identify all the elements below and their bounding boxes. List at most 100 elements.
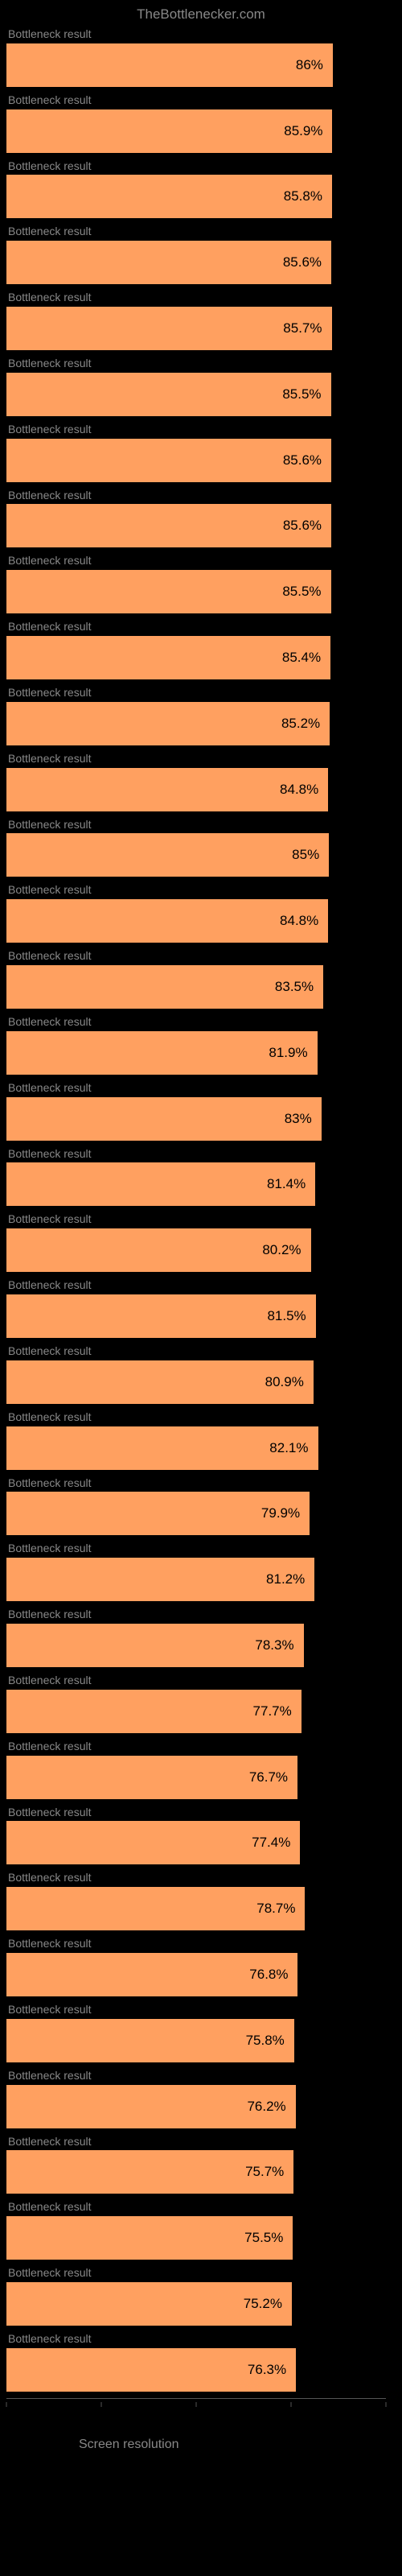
- bar-container: 81.4%: [6, 1162, 386, 1206]
- bar-value: 86%: [296, 57, 323, 73]
- bar-value: 81.4%: [267, 1176, 306, 1192]
- row-label: Bottleneck result: [6, 1937, 386, 1951]
- bar-value: 78.7%: [256, 1901, 295, 1917]
- chart-row: Bottleneck result 81.4%: [6, 1147, 386, 1207]
- axis-tick: [291, 2402, 292, 2409]
- bar-container: 81.2%: [6, 1558, 386, 1601]
- bar-container: 85.7%: [6, 307, 386, 350]
- bar-value: 85.5%: [282, 584, 321, 600]
- chart-row: Bottleneck result76.8%: [6, 1937, 386, 1996]
- chart-row: Bottleneck result 85.4%: [6, 620, 386, 679]
- bar: 80.9%: [6, 1360, 314, 1404]
- bar-value: 81.5%: [267, 1308, 306, 1324]
- bar-container: 85.4%: [6, 636, 386, 679]
- bar: 80.2%: [6, 1228, 311, 1272]
- chart-row: Bottleneck result 83.5%: [6, 949, 386, 1009]
- chart-row: Bottleneck result77.4%: [6, 1806, 386, 1865]
- tick-line: [291, 2402, 292, 2407]
- bar-container: 83.5%: [6, 965, 386, 1009]
- chart-row: Bottleneck result75.5%: [6, 2200, 386, 2260]
- bar-value: 76.3%: [248, 2362, 286, 2378]
- bar-value: 84.8%: [280, 913, 318, 929]
- bar-container: 85.2%: [6, 702, 386, 745]
- chart-row: Bottleneck result 77.7%: [6, 1674, 386, 1733]
- bar-container: 85.6%: [6, 439, 386, 482]
- bar-value: 81.2%: [266, 1571, 305, 1587]
- bar: 78.3%: [6, 1624, 304, 1667]
- bar-container: 85.8%: [6, 175, 386, 218]
- bar: 85.6%: [6, 439, 331, 482]
- row-label: Bottleneck result: [6, 1410, 386, 1424]
- bar: 85.4%: [6, 636, 330, 679]
- bar: 85.6%: [6, 241, 331, 284]
- row-label: Bottleneck result: [6, 686, 386, 700]
- bar: 81.2%: [6, 1558, 314, 1601]
- bar-container: 80.2%: [6, 1228, 386, 1272]
- chart-row: Bottleneck result75.8%: [6, 2003, 386, 2062]
- chart-row: Bottleneck result85.7%: [6, 291, 386, 350]
- bar-value: 85.6%: [283, 518, 322, 534]
- chart-row: Bottleneck result85.6%: [6, 225, 386, 284]
- tick-line: [386, 2402, 387, 2407]
- bar-container: 84.8%: [6, 899, 386, 943]
- row-label: Bottleneck result: [6, 1344, 386, 1358]
- bar-container: 77.7%: [6, 1690, 386, 1733]
- axis-tick: [386, 2402, 387, 2409]
- row-label: Bottleneck result: [6, 2266, 386, 2280]
- bar: 84.8%: [6, 768, 328, 811]
- bar-value: 77.4%: [252, 1835, 290, 1851]
- bar-value: 76.7%: [249, 1769, 288, 1785]
- bar-value: 85%: [292, 847, 319, 863]
- bar: 85.5%: [6, 570, 331, 613]
- bar-container: 76.2%: [6, 2085, 386, 2128]
- row-label: Bottleneck result: [6, 1278, 386, 1292]
- chart-row: Bottleneck result80.2%: [6, 1212, 386, 1272]
- row-label: Bottleneck result: [6, 1147, 386, 1161]
- bar-value: 83%: [285, 1111, 312, 1127]
- chart-row: Bottleneck result 75.7%: [6, 2135, 386, 2194]
- bar: 83.5%: [6, 965, 323, 1009]
- tick-line: [6, 2402, 7, 2407]
- axis-tick: [6, 2402, 7, 2409]
- chart-row: Bottleneck result78.7%: [6, 1871, 386, 1930]
- row-label: Bottleneck result: [6, 949, 386, 963]
- x-axis-title: Screen resolution: [6, 2438, 386, 2452]
- bar-value: 75.5%: [244, 2230, 283, 2246]
- bar: 76.2%: [6, 2085, 296, 2128]
- chart-row: Bottleneck result76.2%: [6, 2069, 386, 2128]
- bar-container: 77.4%: [6, 1821, 386, 1864]
- bar-container: 86%: [6, 43, 386, 87]
- chart-row: Bottleneck result 81.5%: [6, 1278, 386, 1338]
- bar: 75.7%: [6, 2150, 293, 2194]
- bar-value: 84.8%: [280, 782, 318, 798]
- row-label: Bottleneck result: [6, 1608, 386, 1621]
- row-label: Bottleneck result: [6, 883, 386, 897]
- chart-row: Bottleneck result 78.3%: [6, 1608, 386, 1667]
- bar-container: 82.1%: [6, 1426, 386, 1470]
- bar-container: 75.2%: [6, 2282, 386, 2326]
- row-label: Bottleneck result: [6, 159, 386, 173]
- bar: 79.9%: [6, 1492, 310, 1535]
- row-label: Bottleneck result: [6, 27, 386, 41]
- chart-row: Bottleneck result81.2%: [6, 1542, 386, 1601]
- tick-line: [101, 2402, 102, 2407]
- bar-value: 85.2%: [281, 716, 320, 732]
- chart-row: Bottleneck result 85.9%: [6, 93, 386, 153]
- bar-value: 75.7%: [245, 2164, 284, 2180]
- row-label: Bottleneck result: [6, 2135, 386, 2149]
- row-label: Bottleneck result: [6, 1674, 386, 1687]
- bar-container: 80.9%: [6, 1360, 386, 1404]
- bar-value: 85.9%: [284, 123, 322, 139]
- row-label: Bottleneck result: [6, 93, 386, 107]
- bar-chart: Bottleneck result86%Bottleneck result85.…: [0, 27, 402, 2392]
- bar: 85.8%: [6, 175, 332, 218]
- bar-container: 85.5%: [6, 570, 386, 613]
- bar-value: 78.3%: [255, 1637, 293, 1653]
- row-label: Bottleneck result: [6, 620, 386, 634]
- chart-row: Bottleneck result76.3%: [6, 2332, 386, 2392]
- axis-ticks: [6, 2399, 386, 2428]
- row-label: Bottleneck result: [6, 1015, 386, 1029]
- chart-row: Bottleneck result79.9%: [6, 1476, 386, 1536]
- chart-row: Bottleneck result83%: [6, 1081, 386, 1141]
- chart-row: Bottleneck result85.5%: [6, 357, 386, 416]
